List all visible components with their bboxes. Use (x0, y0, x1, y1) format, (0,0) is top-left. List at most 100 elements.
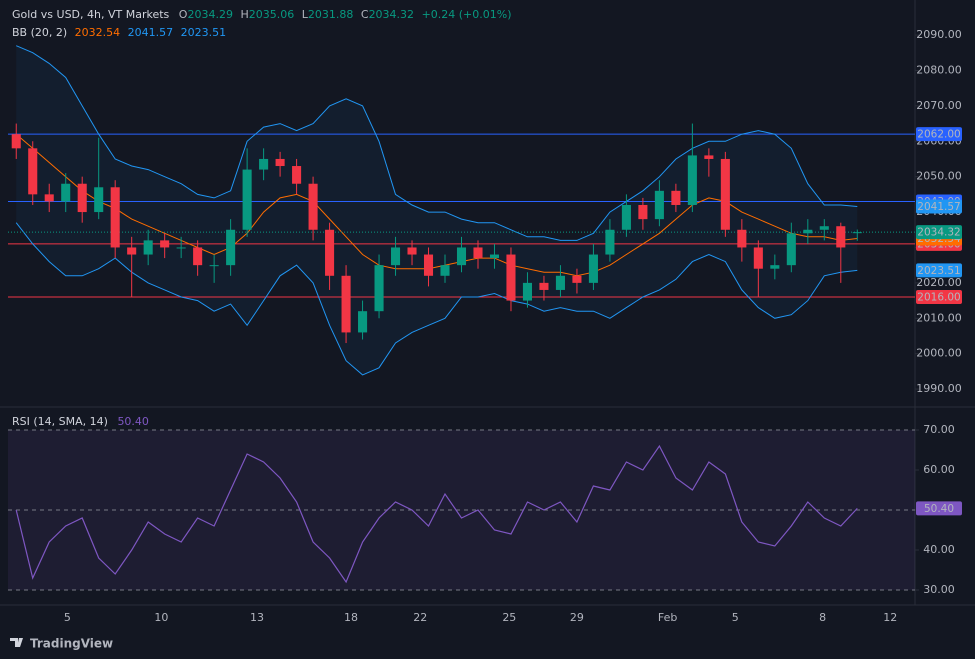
candle-body (473, 247, 483, 259)
candle-body (555, 275, 565, 290)
candle-body (522, 282, 532, 301)
candle-body (654, 190, 664, 220)
ohlc-key: O (179, 8, 188, 21)
candle-body (143, 240, 153, 255)
candle-body (489, 254, 500, 259)
candle-body (259, 158, 269, 170)
candle-body (539, 282, 549, 290)
change: +0.24 (+0.01%) (422, 8, 512, 21)
candle-body (572, 275, 582, 283)
logo (10, 638, 23, 647)
candle-body (407, 247, 417, 255)
band-line (15, 222, 858, 376)
candle-body (737, 229, 747, 248)
candle-body (506, 254, 516, 301)
band-fill (16, 45, 858, 375)
candle-body (391, 247, 401, 266)
candle-body (61, 183, 71, 202)
y-tick-label: 2080.00 (916, 63, 962, 76)
candle-body (209, 265, 219, 267)
ohlc-value: 2034.29 (187, 8, 233, 21)
rsi-title: RSI (14, SMA, 14) (12, 415, 108, 428)
price-tag-label: 2016.00 (917, 292, 960, 304)
candle-body (358, 311, 368, 333)
candle-body (275, 158, 285, 167)
x-tick-label: 8 (819, 611, 826, 624)
price-tag (916, 225, 962, 240)
candle-body (803, 229, 813, 234)
x-tick-label: 5 (732, 611, 739, 624)
price-tag (916, 501, 962, 516)
ohlc-value: 2034.32 (369, 8, 415, 21)
band-line (16, 45, 858, 241)
price-tag (916, 263, 962, 278)
candle-body (621, 204, 631, 230)
candle-body (110, 187, 120, 248)
candle-body (819, 226, 829, 230)
y-tick-label: 40.00 (923, 543, 955, 556)
candle-body (193, 247, 203, 266)
candle-body (786, 233, 796, 266)
candle-body (374, 265, 384, 312)
candle-body (292, 166, 302, 184)
indicator-legend: BB (20, 2) 2032.54 2041.57 2023.51 (12, 26, 226, 39)
price-tag (916, 290, 962, 305)
x-tick-label: 5 (64, 611, 71, 624)
x-tick-label: 29 (570, 611, 584, 624)
candle-body (588, 254, 598, 283)
x-tick-label: Feb (658, 611, 677, 624)
candle-body (11, 134, 21, 149)
indicator-value: 2023.51 (181, 26, 227, 39)
rsi-value: 50.40 (117, 415, 149, 428)
candle-body (671, 190, 681, 205)
y-tick-label: 2090.00 (916, 28, 962, 41)
price-tag-label: 2062.00 (917, 129, 960, 141)
candle-body (44, 194, 54, 202)
candle-body (325, 229, 335, 276)
price-tag-label: 2041.57 (917, 201, 960, 213)
x-tick-label: 22 (413, 611, 427, 624)
candle-body (687, 155, 697, 205)
y-tick-label: 30.00 (923, 583, 955, 596)
y-tick-label: 2010.00 (916, 311, 962, 324)
ohlc-value: 2035.06 (249, 8, 295, 21)
candle-body (836, 226, 846, 248)
candle-body (456, 247, 467, 266)
y-tick-label: 70.00 (923, 423, 955, 436)
price-tag (916, 199, 962, 214)
candle-body (77, 183, 87, 213)
candle-body (160, 240, 170, 248)
x-tick-label: 10 (154, 611, 168, 624)
y-tick-label: 2050.00 (916, 170, 962, 183)
candle-body (308, 183, 318, 230)
candle-body (127, 247, 137, 255)
x-tick-label: 25 (502, 611, 516, 624)
rsi-legend: RSI (14, SMA, 14) 50.40 (12, 415, 149, 428)
title: Gold vs USD, 4h, VT Markets (12, 8, 170, 21)
plot: 1990.002000.002010.002020.002030.002040.… (8, 28, 962, 624)
candle-body (423, 254, 434, 276)
price-tag-label: 2023.51 (917, 265, 960, 277)
y-tick-label: 60.00 (923, 463, 955, 476)
candle-body (226, 229, 236, 266)
x-tick-label: 13 (250, 611, 264, 624)
x-tick-label: 18 (344, 611, 358, 624)
indicator-name: BB (20, 2) (12, 26, 67, 39)
candle-body (638, 204, 648, 220)
candle-body (753, 247, 763, 269)
candle-body (704, 155, 714, 159)
watermark: TradingView (30, 637, 113, 651)
candle-body (28, 148, 38, 195)
candle-body (242, 169, 252, 230)
candle-body (852, 232, 862, 234)
ohlc-key: C (361, 8, 369, 21)
x-tick-label: 12 (883, 611, 897, 624)
y-tick-label: 2020.00 (916, 276, 962, 289)
y-tick-label: 2000.00 (916, 347, 962, 360)
candle-body (720, 158, 730, 230)
candle-body (605, 229, 615, 255)
candle-body (341, 275, 351, 333)
y-tick-label: 2070.00 (916, 99, 962, 112)
